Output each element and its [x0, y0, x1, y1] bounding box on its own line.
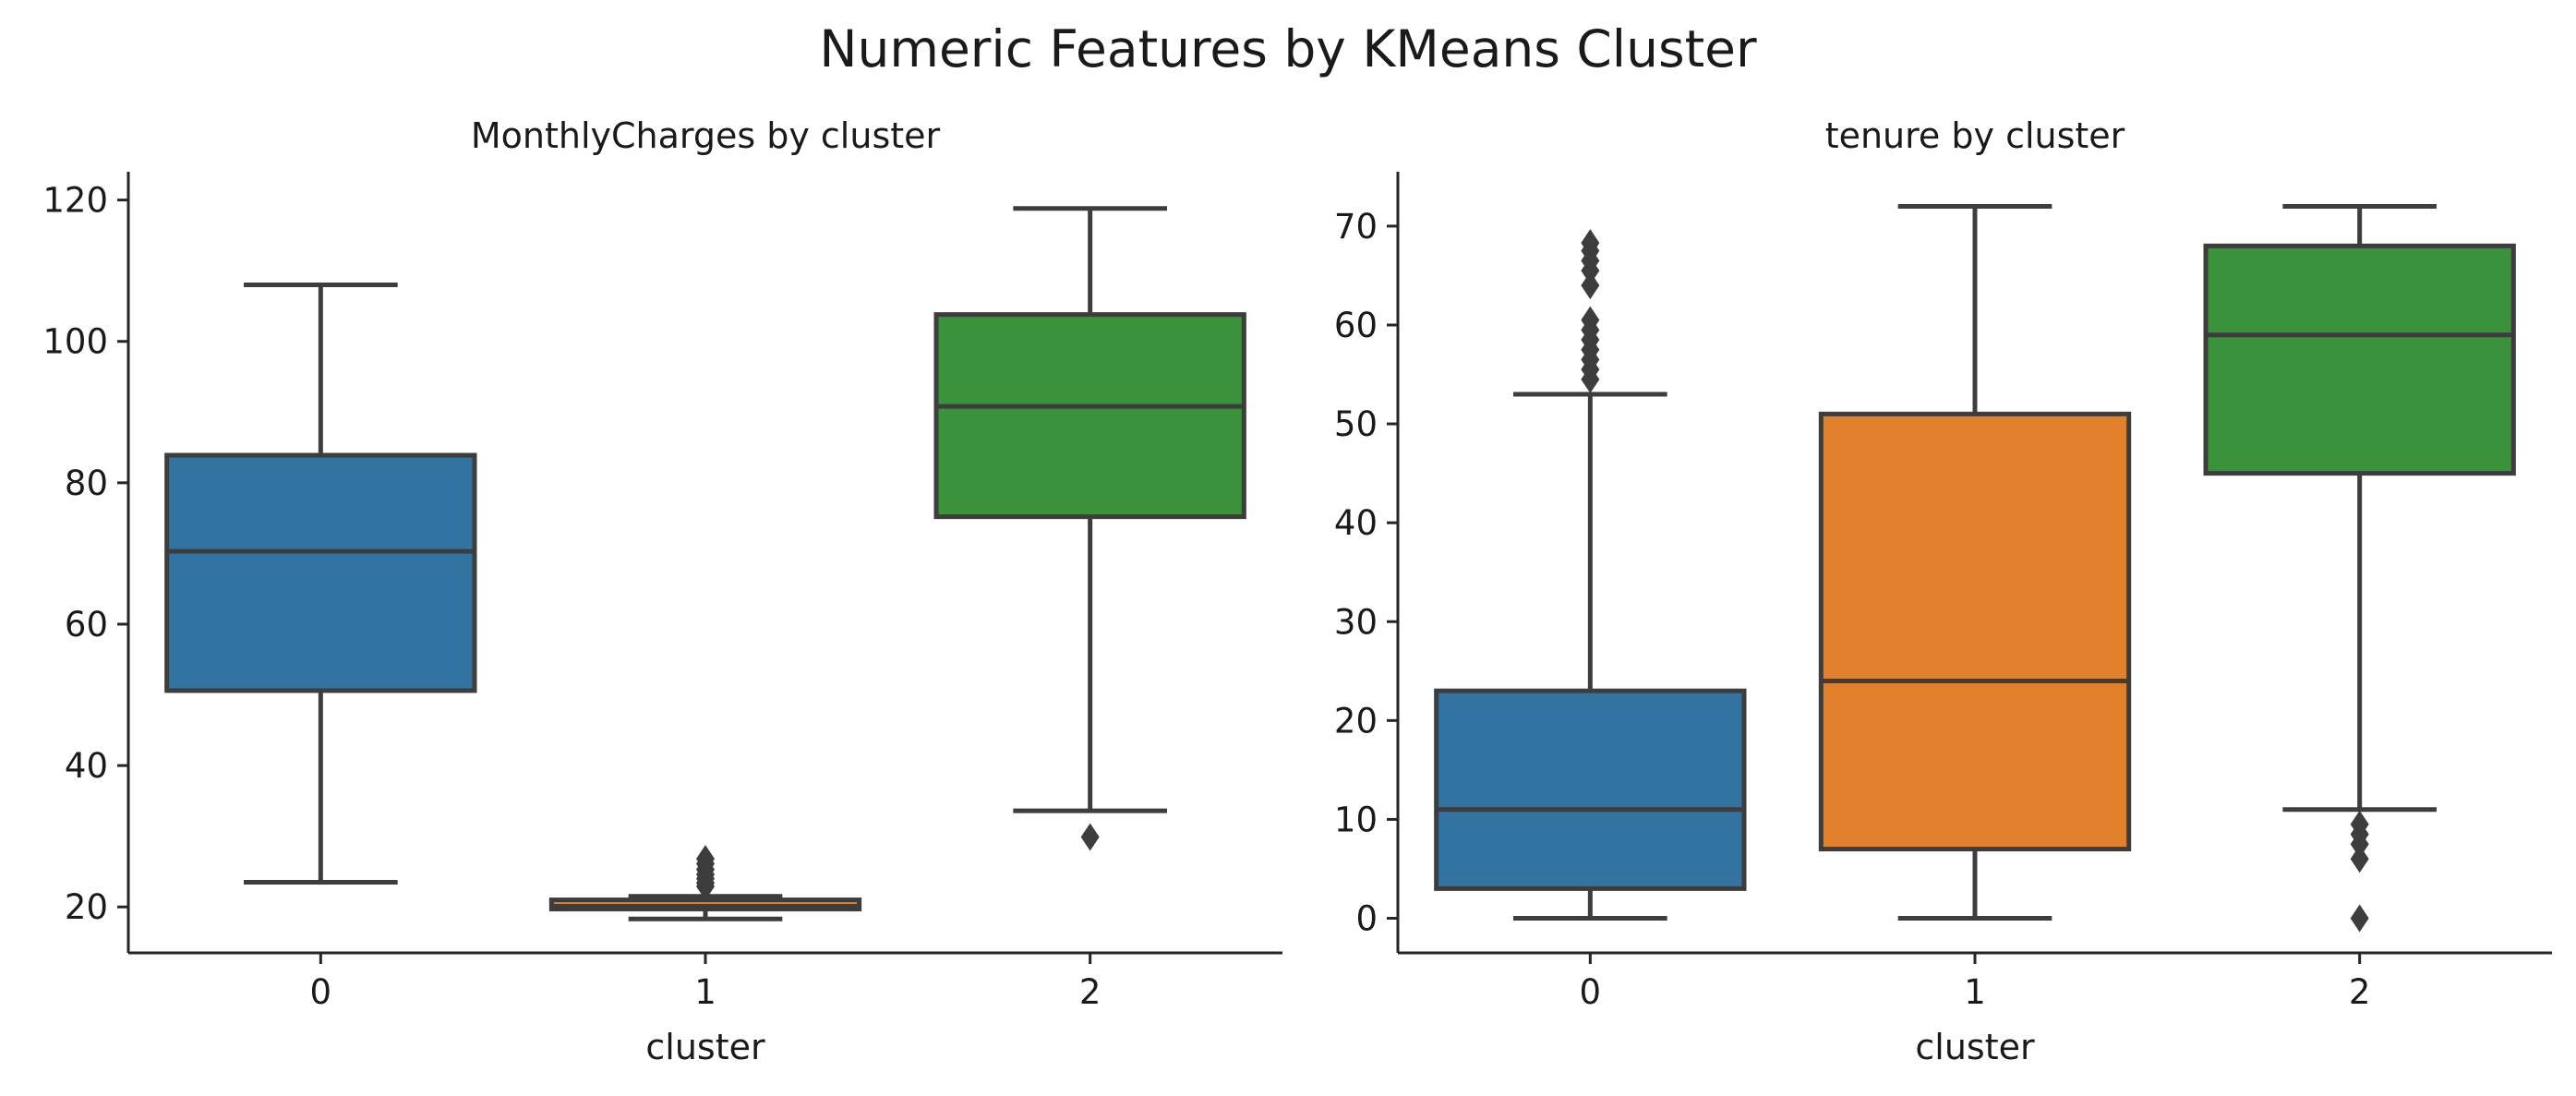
x-tick-label: 0 [1580, 972, 1602, 1012]
y-tick-label: 70 [1334, 207, 1378, 247]
y-tick-label: 30 [1334, 602, 1378, 642]
outlier-point [1581, 306, 1600, 334]
box-iqr [1818, 411, 2132, 852]
panel-monthlycharges: MonthlyCharges by cluster cluster 204060… [42, 115, 1282, 1067]
outlier-point [2350, 904, 2369, 933]
y-tick-label: 10 [1334, 800, 1378, 839]
box-cluster-1 [548, 845, 862, 921]
x-axis-label-monthlycharges: cluster [645, 1027, 765, 1067]
x-tick-label: 2 [2349, 972, 2371, 1012]
outlier-point [1581, 271, 1600, 300]
x-tick-label: 0 [310, 972, 332, 1012]
y-tick-label: 50 [1334, 404, 1378, 444]
panel-tenure: tenure by cluster cluster 01020304050607… [1334, 115, 2552, 1067]
x-tick-label: 2 [1079, 972, 1101, 1012]
box-cluster-0 [1434, 229, 1747, 921]
box-cluster-0 [164, 282, 477, 885]
outlier-point [1080, 823, 1100, 851]
plot-area-tenure: 0 10 20 30 40 50 60 70 0 1 2 [1334, 172, 2552, 1012]
box-iqr [164, 452, 477, 693]
box-cluster-2 [2203, 203, 2516, 933]
y-tick-label: 20 [65, 887, 108, 927]
box-iqr [933, 312, 1246, 520]
figure-title: Numeric Features by KMeans Cluster [819, 19, 1757, 78]
plot-area-monthlycharges: 20 40 60 80 100 120 0 1 2 [42, 172, 1282, 1012]
y-tick-label: 0 [1355, 899, 1378, 939]
panel-title-monthlycharges: MonthlyCharges by cluster [471, 115, 941, 156]
outlier-point [2350, 845, 2369, 873]
y-tick-label: 40 [65, 746, 108, 786]
box-iqr [2203, 243, 2516, 476]
y-tick-label: 60 [65, 605, 108, 644]
panel-title-tenure: tenure by cluster [1825, 115, 2125, 156]
y-tick-label: 120 [42, 181, 108, 221]
y-tick-label: 80 [65, 464, 108, 503]
x-tick-label: 1 [694, 972, 716, 1012]
outlier-point [2350, 830, 2369, 859]
y-tick-label: 100 [42, 322, 108, 362]
x-axis-label-tenure: cluster [1915, 1027, 2035, 1067]
y-tick-label: 60 [1334, 306, 1378, 345]
y-tick-label: 20 [1334, 701, 1378, 741]
outlier-point [696, 845, 715, 873]
box-cluster-1 [1818, 203, 2132, 921]
y-tick-label: 40 [1334, 503, 1378, 543]
box-cluster-2 [933, 206, 1246, 851]
x-tick-label: 1 [1964, 972, 1986, 1012]
outlier-point [1581, 229, 1600, 258]
box-iqr [1434, 688, 1747, 891]
